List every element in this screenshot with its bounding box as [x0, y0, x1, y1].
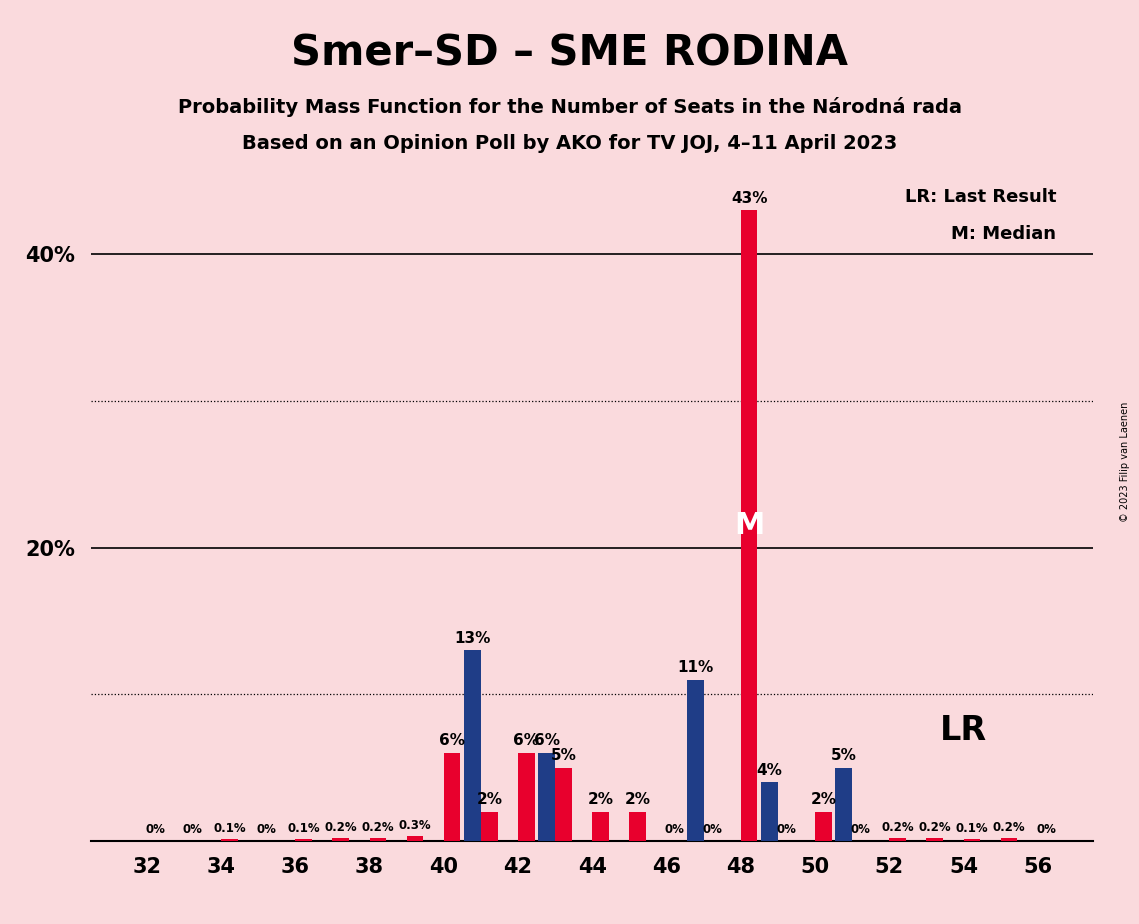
Bar [816, 811, 831, 841]
Text: 43%: 43% [731, 191, 768, 206]
Bar [518, 753, 534, 841]
Text: 4%: 4% [756, 763, 782, 778]
Text: LR: LR [940, 714, 988, 748]
Text: 11%: 11% [678, 660, 713, 675]
Bar [333, 838, 350, 841]
Text: Based on an Opinion Poll by AKO for TV JOJ, 4–11 April 2023: Based on an Opinion Poll by AKO for TV J… [241, 134, 898, 153]
Text: 0.2%: 0.2% [918, 821, 951, 833]
Bar [481, 811, 498, 841]
Text: 0.3%: 0.3% [399, 819, 432, 832]
Text: 0%: 0% [665, 823, 685, 836]
Text: 0.1%: 0.1% [956, 822, 989, 835]
Text: 0.2%: 0.2% [993, 821, 1025, 833]
Text: 0.2%: 0.2% [882, 821, 913, 833]
Bar [444, 753, 460, 841]
Bar [369, 838, 386, 841]
Bar [407, 836, 424, 841]
Bar [539, 753, 555, 841]
Text: 5%: 5% [550, 748, 576, 763]
Bar [890, 838, 906, 841]
Text: Probability Mass Function for the Number of Seats in the Národná rada: Probability Mass Function for the Number… [178, 97, 961, 117]
Text: 0.2%: 0.2% [325, 821, 358, 833]
Text: 0.1%: 0.1% [287, 822, 320, 835]
Text: 0.1%: 0.1% [213, 822, 246, 835]
Text: 6%: 6% [440, 734, 465, 748]
Text: 2%: 2% [588, 792, 614, 808]
Text: 0%: 0% [851, 823, 870, 836]
Text: 0%: 0% [256, 823, 277, 836]
Text: 6%: 6% [534, 734, 559, 748]
Bar [295, 839, 312, 841]
Text: 2%: 2% [810, 792, 836, 808]
Text: M: M [734, 511, 764, 540]
Text: 0%: 0% [702, 823, 722, 836]
Text: M: Median: M: Median [951, 225, 1056, 243]
Text: 0.2%: 0.2% [361, 821, 394, 833]
Text: 5%: 5% [830, 748, 857, 763]
Text: 0%: 0% [1036, 823, 1056, 836]
Text: 0%: 0% [777, 823, 796, 836]
Text: © 2023 Filip van Laenen: © 2023 Filip van Laenen [1121, 402, 1130, 522]
Text: 0%: 0% [145, 823, 165, 836]
Bar [835, 768, 852, 841]
Text: 2%: 2% [625, 792, 650, 808]
Bar [964, 839, 981, 841]
Bar [1001, 838, 1017, 841]
Bar [630, 811, 646, 841]
Bar [221, 839, 238, 841]
Text: 0%: 0% [182, 823, 203, 836]
Bar [926, 838, 943, 841]
Text: 13%: 13% [454, 631, 491, 646]
Text: Smer–SD – SME RODINA: Smer–SD – SME RODINA [290, 32, 849, 74]
Text: 6%: 6% [514, 734, 540, 748]
Bar [592, 811, 609, 841]
Bar [465, 650, 481, 841]
Bar [761, 783, 778, 841]
Bar [687, 679, 704, 841]
Text: 2%: 2% [476, 792, 502, 808]
Bar [740, 211, 757, 841]
Text: LR: Last Result: LR: Last Result [904, 188, 1056, 206]
Bar [555, 768, 572, 841]
